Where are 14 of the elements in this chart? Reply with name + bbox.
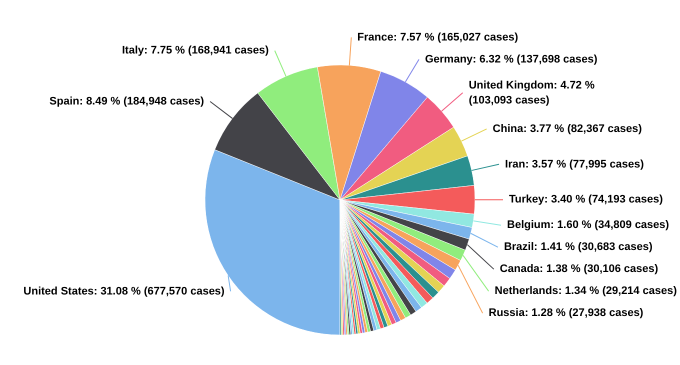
slice-label: Netherlands: 1.34 % (29,214 cases) (494, 285, 678, 298)
slice-label: Brazil: 1.41 % (30,683 cases) (504, 241, 653, 254)
slice-label: Belgium: 1.60 % (34,809 cases) (507, 219, 670, 232)
slice-label: United Kingdom: 4.72 % (103,093 cases) (468, 80, 595, 107)
slice-label: Italy: 7.75 % (168,941 cases) (122, 44, 270, 57)
slice-label: Canada: 1.38 % (30,106 cases) (500, 263, 659, 276)
slice-label: Turkey: 3.40 % (74,193 cases) (509, 194, 664, 206)
slice-label: Spain: 8.49 % (184,948 cases) (49, 96, 204, 108)
slice-label: Germany: 6.32 % (137,698 cases) (424, 53, 598, 66)
slice-label: China: 3.77 % (82,367 cases) (492, 122, 642, 135)
slice-label: France: 7.57 % (165,027 cases) (357, 31, 518, 44)
slice-label: United States: 31.08 % (677,570 cases) (23, 285, 225, 298)
slice-label: Iran: 3.57 % (77,995 cases) (505, 158, 644, 170)
slice-label: Russia: 1.28 % (27,938 cases) (488, 307, 644, 320)
